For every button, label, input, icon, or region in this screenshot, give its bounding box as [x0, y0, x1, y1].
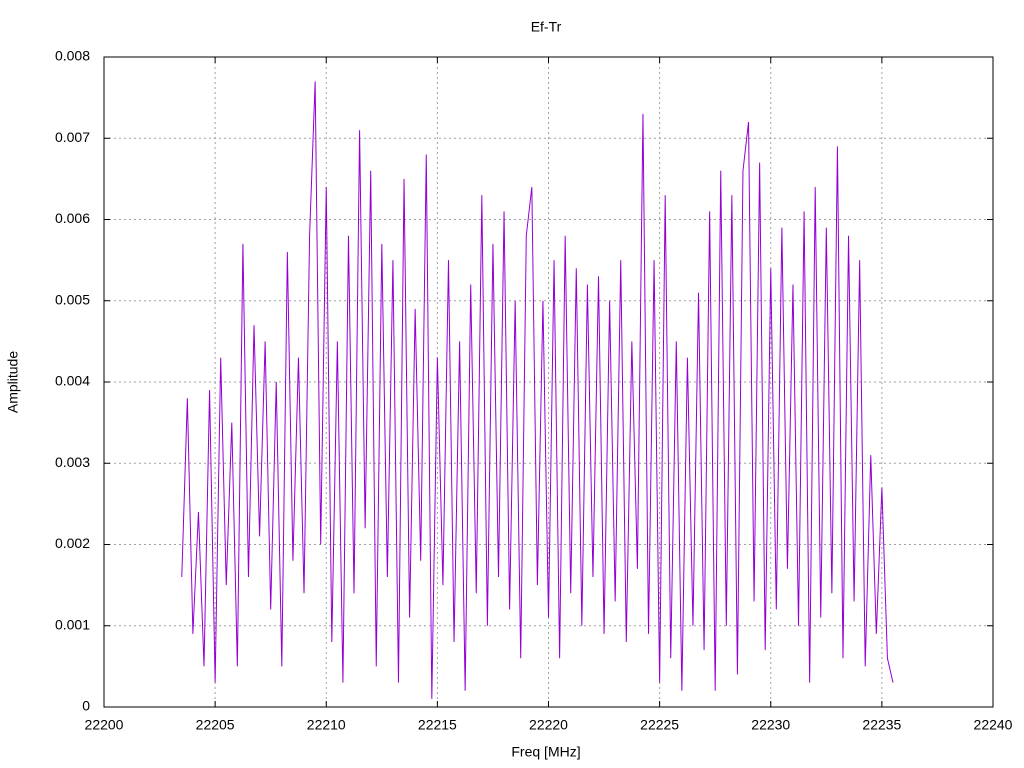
- y-tick-label: 0.003: [55, 454, 90, 470]
- x-tick-label: 22215: [418, 717, 457, 733]
- y-tick-label: 0.005: [55, 291, 90, 307]
- y-tick-label: 0.004: [55, 373, 90, 389]
- x-axis-label: Freq [MHz]: [511, 744, 580, 760]
- y-tick-label: 0: [82, 698, 90, 714]
- y-tick-label: 0.008: [55, 48, 90, 64]
- x-tick-label: 22240: [974, 717, 1013, 733]
- chart-title: Ef-Tr: [531, 19, 562, 35]
- x-tick-label: 22205: [196, 717, 235, 733]
- x-tick-label: 22200: [85, 717, 124, 733]
- data-line: [181, 81, 894, 699]
- x-tick-label: 22210: [307, 717, 346, 733]
- y-axis-label: Amplitude: [5, 351, 21, 413]
- x-tick-label: 22225: [640, 717, 679, 733]
- y-tick-label: 0.007: [55, 129, 90, 145]
- y-tick-label: 0.002: [55, 535, 90, 551]
- x-tick-label: 22230: [751, 717, 790, 733]
- y-tick-label: 0.006: [55, 210, 90, 226]
- x-tick-label: 22220: [529, 717, 568, 733]
- plot-frame: [103, 56, 994, 708]
- x-tick-label: 22235: [862, 717, 901, 733]
- y-tick-label: 0.001: [55, 616, 90, 632]
